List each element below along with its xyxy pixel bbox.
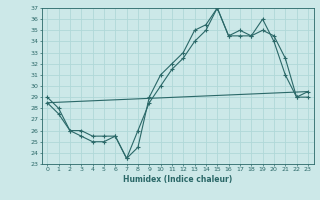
X-axis label: Humidex (Indice chaleur): Humidex (Indice chaleur): [123, 175, 232, 184]
